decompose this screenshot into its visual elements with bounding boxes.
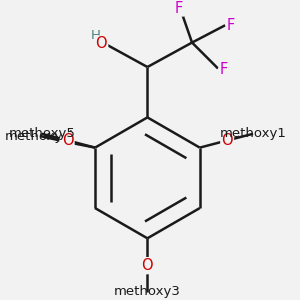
Text: O: O [221, 133, 233, 148]
Text: methoxy3: methoxy3 [114, 285, 181, 298]
Text: methoxy5: methoxy5 [8, 127, 75, 140]
Text: O: O [62, 133, 74, 148]
Text: H: H [91, 29, 100, 42]
Text: O: O [61, 134, 72, 149]
Text: F: F [175, 1, 183, 16]
Text: methoxy1: methoxy1 [220, 127, 286, 140]
Text: methoxy_l: methoxy_l [4, 130, 73, 142]
Text: O: O [95, 37, 107, 52]
Text: F: F [220, 62, 228, 77]
Text: O: O [142, 258, 153, 273]
Text: F: F [227, 18, 235, 33]
